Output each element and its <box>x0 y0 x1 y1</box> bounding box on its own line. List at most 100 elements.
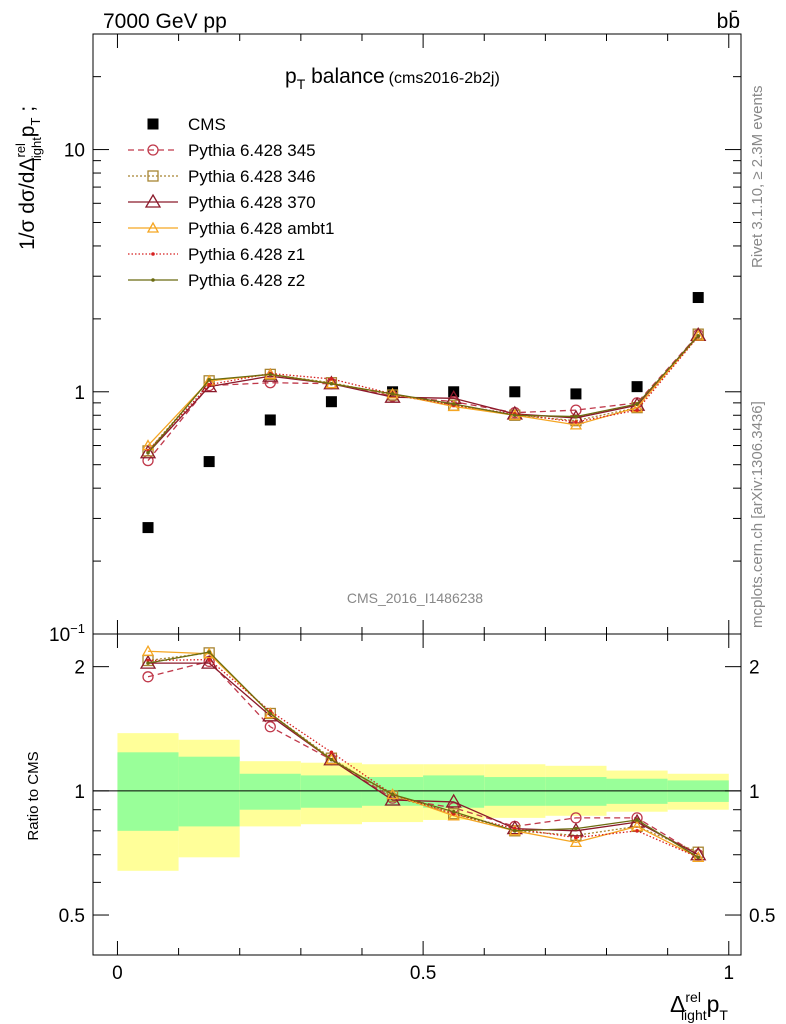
ratio-point-p370 <box>445 793 462 808</box>
main-y-tick-base: 1 <box>74 383 85 404</box>
ratio-point-p370 <box>567 822 585 837</box>
energy-label: 7000 GeV pp <box>103 10 227 33</box>
point-z2 <box>635 402 639 406</box>
legend-marker-p346 <box>147 170 159 182</box>
legend-label-p370: Pythia 6.428 370 <box>188 193 316 212</box>
point-z2 <box>146 450 150 455</box>
point-z2 <box>207 378 211 382</box>
ratio-point-ambt1 <box>386 788 399 800</box>
legend: CMS Pythia 6.428 345 Pythia 6.428 346 Pythi… <box>128 115 334 290</box>
legend-label-z2: Pythia 6.428 z2 <box>188 271 305 290</box>
ratio-point-z1 <box>207 657 211 662</box>
series-line-ambt1 <box>147 335 699 446</box>
process-label: bb̄ <box>717 10 740 33</box>
x-tick-label: 0 <box>112 963 123 984</box>
point-CMS <box>692 292 704 304</box>
ratio-point-z2 <box>513 829 517 833</box>
point-ambt1 <box>447 400 460 412</box>
xlabel-delta: Δ <box>670 991 685 1017</box>
series-line-p370 <box>147 334 699 454</box>
point-z2 <box>390 392 395 396</box>
analysis-watermark: CMS_2016_I1486238 <box>347 590 483 606</box>
ratio-point-p370 <box>690 846 707 861</box>
xlabel-p: p <box>707 991 720 1017</box>
band-inner <box>117 752 179 831</box>
point-z2 <box>696 334 701 338</box>
point-z2 <box>329 381 334 386</box>
point-z2 <box>513 413 517 418</box>
point-CMS <box>325 396 337 408</box>
band-inner <box>300 775 362 808</box>
ratio-point-p370 <box>323 751 340 766</box>
point-z2 <box>574 414 578 419</box>
ratio-point-z2 <box>696 855 701 860</box>
series-line-p346 <box>147 333 699 452</box>
rivet-version-label: Rivet 3.1.10, ≥ 2.3M events <box>749 86 766 269</box>
ratio-y-tick-label: 0.5 <box>59 906 85 927</box>
ratio-y-tick-label-right: 2 <box>749 658 760 679</box>
point-z2 <box>451 402 456 406</box>
ratio-line-z1 <box>148 658 699 858</box>
ratio-point-z2 <box>635 818 639 822</box>
x-tick-label: 1 <box>723 963 734 984</box>
ratio-y-tick-label-right: 1 <box>749 782 760 803</box>
ratio-ylabel: Ratio to CMS <box>25 751 42 840</box>
main-ylabel: 1/σ dσ/dΔrellightpT ; <box>13 106 44 250</box>
plot-title-sub: T <box>297 76 306 92</box>
series-line-z2 <box>147 335 699 454</box>
main-y-tick-label: 10−1 <box>49 621 85 646</box>
main-ylabel-text: 1/σ dσ/dΔ <box>16 158 39 251</box>
ratio-point-p370 <box>506 820 523 835</box>
ratio-point-p345 <box>264 721 276 733</box>
ratio-point-z1 <box>146 658 150 663</box>
plot-title-p: p <box>285 65 297 88</box>
ratio-point-ambt1 <box>569 836 583 848</box>
main-y-tick-exp: −1 <box>70 621 85 636</box>
legend-marker-z1 <box>151 252 155 256</box>
plot-title: pT balance (cms2016-2b2j) <box>285 65 500 92</box>
main-y-tick-base: 10 <box>64 141 85 162</box>
main-ylabel-end: ; <box>16 106 39 118</box>
point-p370 <box>139 444 157 459</box>
point-CMS <box>631 381 643 393</box>
x-tick-label: 0.5 <box>410 963 436 984</box>
xlabel-sub: light <box>681 1007 707 1023</box>
legend-label-z1: Pythia 6.428 z1 <box>188 245 305 264</box>
point-CMS <box>203 456 215 468</box>
point-ambt1 <box>692 329 705 341</box>
legend-marker-p370 <box>144 193 162 208</box>
ratio-y-tick-label: 2 <box>74 658 85 679</box>
ratio-point-ambt1 <box>141 644 155 656</box>
point-CMS <box>387 386 399 398</box>
point-z1 <box>329 377 334 381</box>
ratio-point-ambt1 <box>325 753 338 765</box>
ratio-point-z2 <box>268 711 273 716</box>
main-y-tick-label: 1 <box>74 383 85 404</box>
ratio-point-z2 <box>451 809 456 814</box>
ratio-point-z1 <box>329 750 334 755</box>
main-ylabel-psub: T <box>28 118 43 126</box>
point-p345 <box>264 377 276 389</box>
ratio-frame <box>92 633 742 956</box>
legend-label-CMS: CMS <box>188 115 226 134</box>
point-z1 <box>635 408 639 412</box>
legend-marker-ambt1 <box>146 221 160 233</box>
ratio-point-p370 <box>201 654 218 669</box>
legend-label-p346: Pythia 6.428 346 <box>188 167 316 186</box>
band-inner <box>484 777 546 806</box>
ratio-y-tick-label: 1 <box>74 782 85 803</box>
point-CMS <box>509 386 521 398</box>
band-inner <box>545 777 607 806</box>
xlabel-psub: T <box>719 1007 728 1023</box>
ratio-line-z2 <box>147 651 699 858</box>
main-ylabel-sup: rel <box>13 143 28 158</box>
point-z1 <box>574 420 578 424</box>
point-CMS <box>264 414 276 426</box>
point-z1 <box>207 382 211 387</box>
band-inner <box>239 773 301 810</box>
main-y-tick-base: 10 <box>49 625 70 646</box>
ratio-point-z2 <box>390 792 395 797</box>
legend-label-p345: Pythia 6.428 345 <box>188 141 316 160</box>
legend-marker-CMS <box>147 118 159 130</box>
